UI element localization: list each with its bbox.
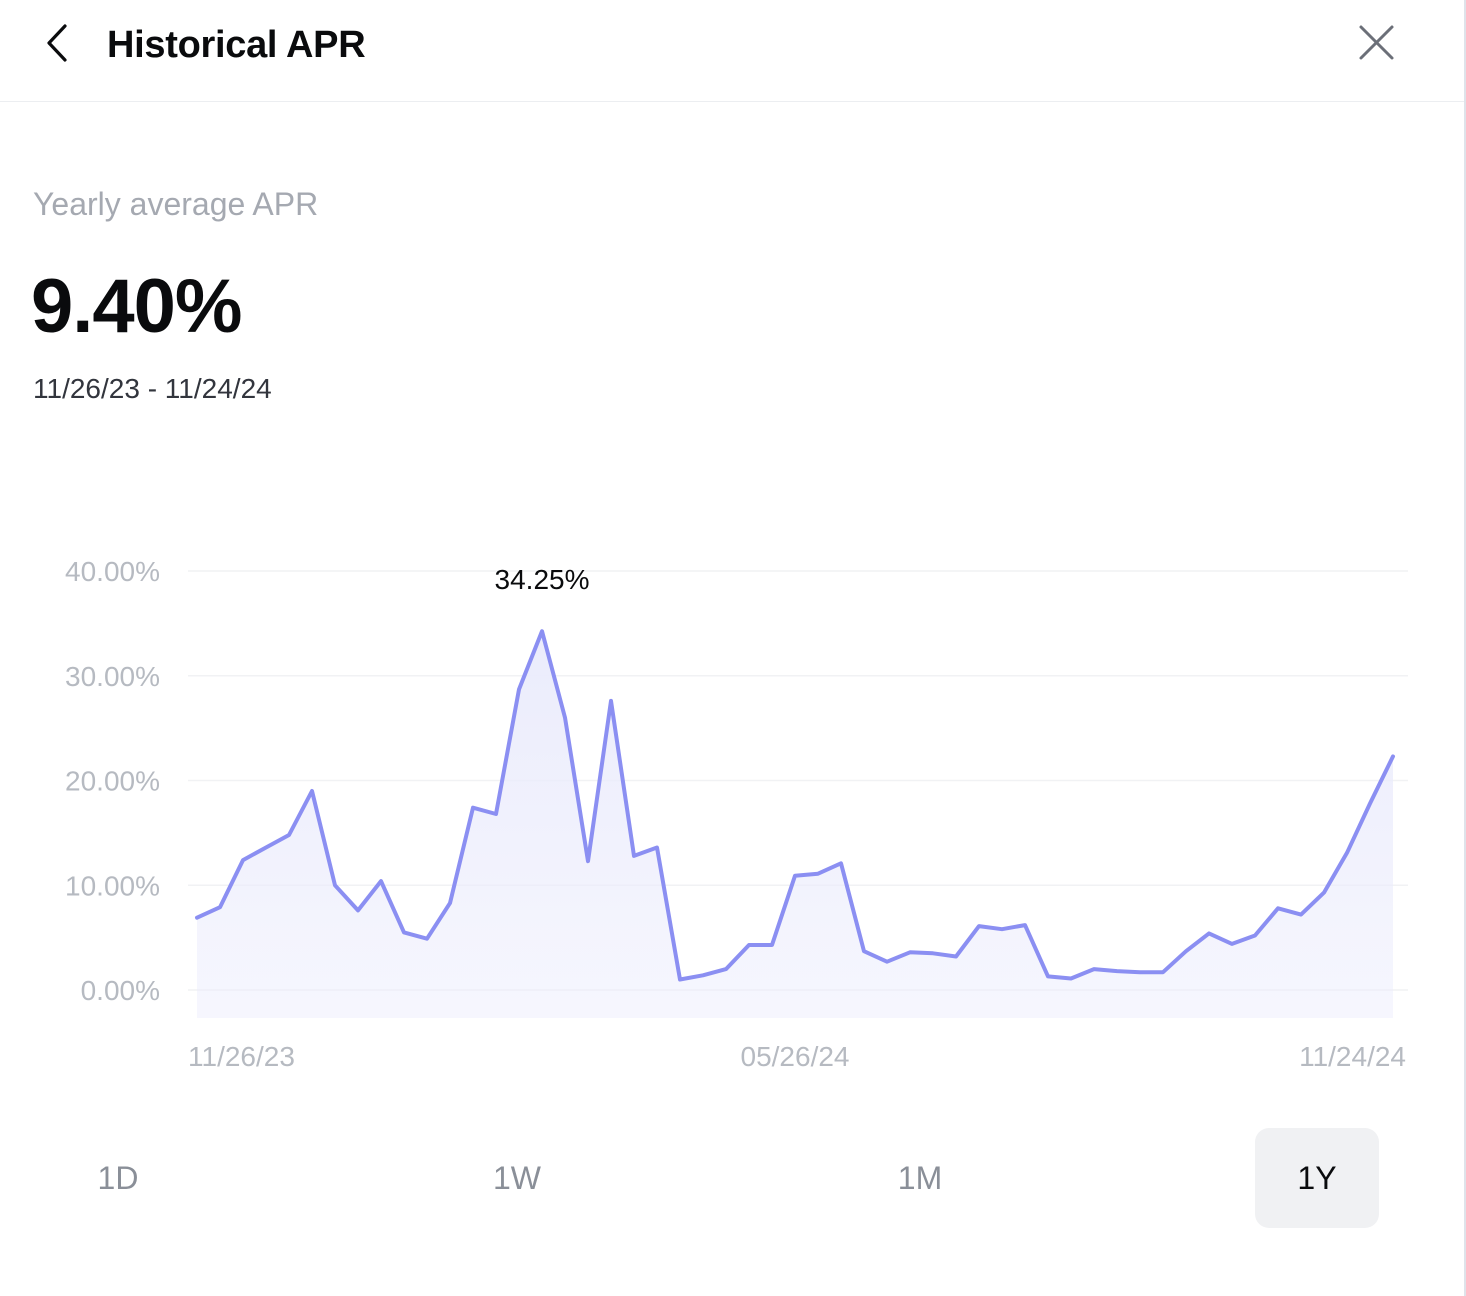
x-axis-ticks: 11/26/23 05/26/24 11/24/24 — [188, 1041, 1406, 1072]
average-apr-value: 9.40% — [31, 264, 242, 349]
range-tabs: 1D 1W 1M 1Y — [0, 1128, 1466, 1230]
chevron-left-icon — [47, 24, 67, 62]
y-tick-label: 20.00% — [65, 766, 160, 797]
peak-value-label: 34.25% — [495, 564, 590, 595]
tab-1y-label: 1Y — [1297, 1159, 1337, 1196]
tab-1w-label: 1W — [493, 1159, 541, 1196]
apr-chart: 40.00% 30.00% 20.00% 10.00% 0.00% 11/26/23 05… — [0, 540, 1440, 1100]
page-title: Historical APR — [107, 24, 366, 66]
x-tick-label: 05/26/24 — [741, 1041, 850, 1072]
area-fill — [197, 631, 1393, 1018]
close-button[interactable] — [1352, 18, 1402, 68]
x-tick-label: 11/26/23 — [188, 1041, 295, 1072]
tab-1d[interactable]: 1D — [56, 1128, 180, 1228]
back-button[interactable] — [30, 18, 82, 70]
y-axis-ticks: 40.00% 30.00% 20.00% 10.00% 0.00% — [65, 556, 160, 1006]
tab-1d-label: 1D — [97, 1159, 139, 1196]
tab-1y[interactable]: 1Y — [1255, 1128, 1379, 1228]
panel-edge — [1464, 0, 1466, 1296]
y-tick-label: 10.00% — [65, 870, 160, 901]
apr-chart-svg: 40.00% 30.00% 20.00% 10.00% 0.00% 11/26/23 05… — [65, 556, 1408, 1072]
x-tick-label: 11/24/24 — [1299, 1041, 1406, 1072]
tab-1m-label: 1M — [897, 1159, 943, 1196]
tab-1m[interactable]: 1M — [858, 1128, 982, 1228]
close-icon — [1359, 25, 1394, 60]
header: Historical APR — [0, 0, 1464, 102]
tab-1w[interactable]: 1W — [455, 1128, 579, 1228]
y-tick-label: 0.00% — [81, 975, 160, 1006]
average-apr-label: Yearly average APR — [33, 186, 319, 222]
area-group — [195, 629, 1395, 1018]
y-tick-label: 40.00% — [65, 556, 160, 587]
series-line — [195, 629, 1395, 982]
date-range: 11/26/23 - 11/24/24 — [33, 373, 272, 404]
y-tick-label: 30.00% — [65, 661, 160, 692]
